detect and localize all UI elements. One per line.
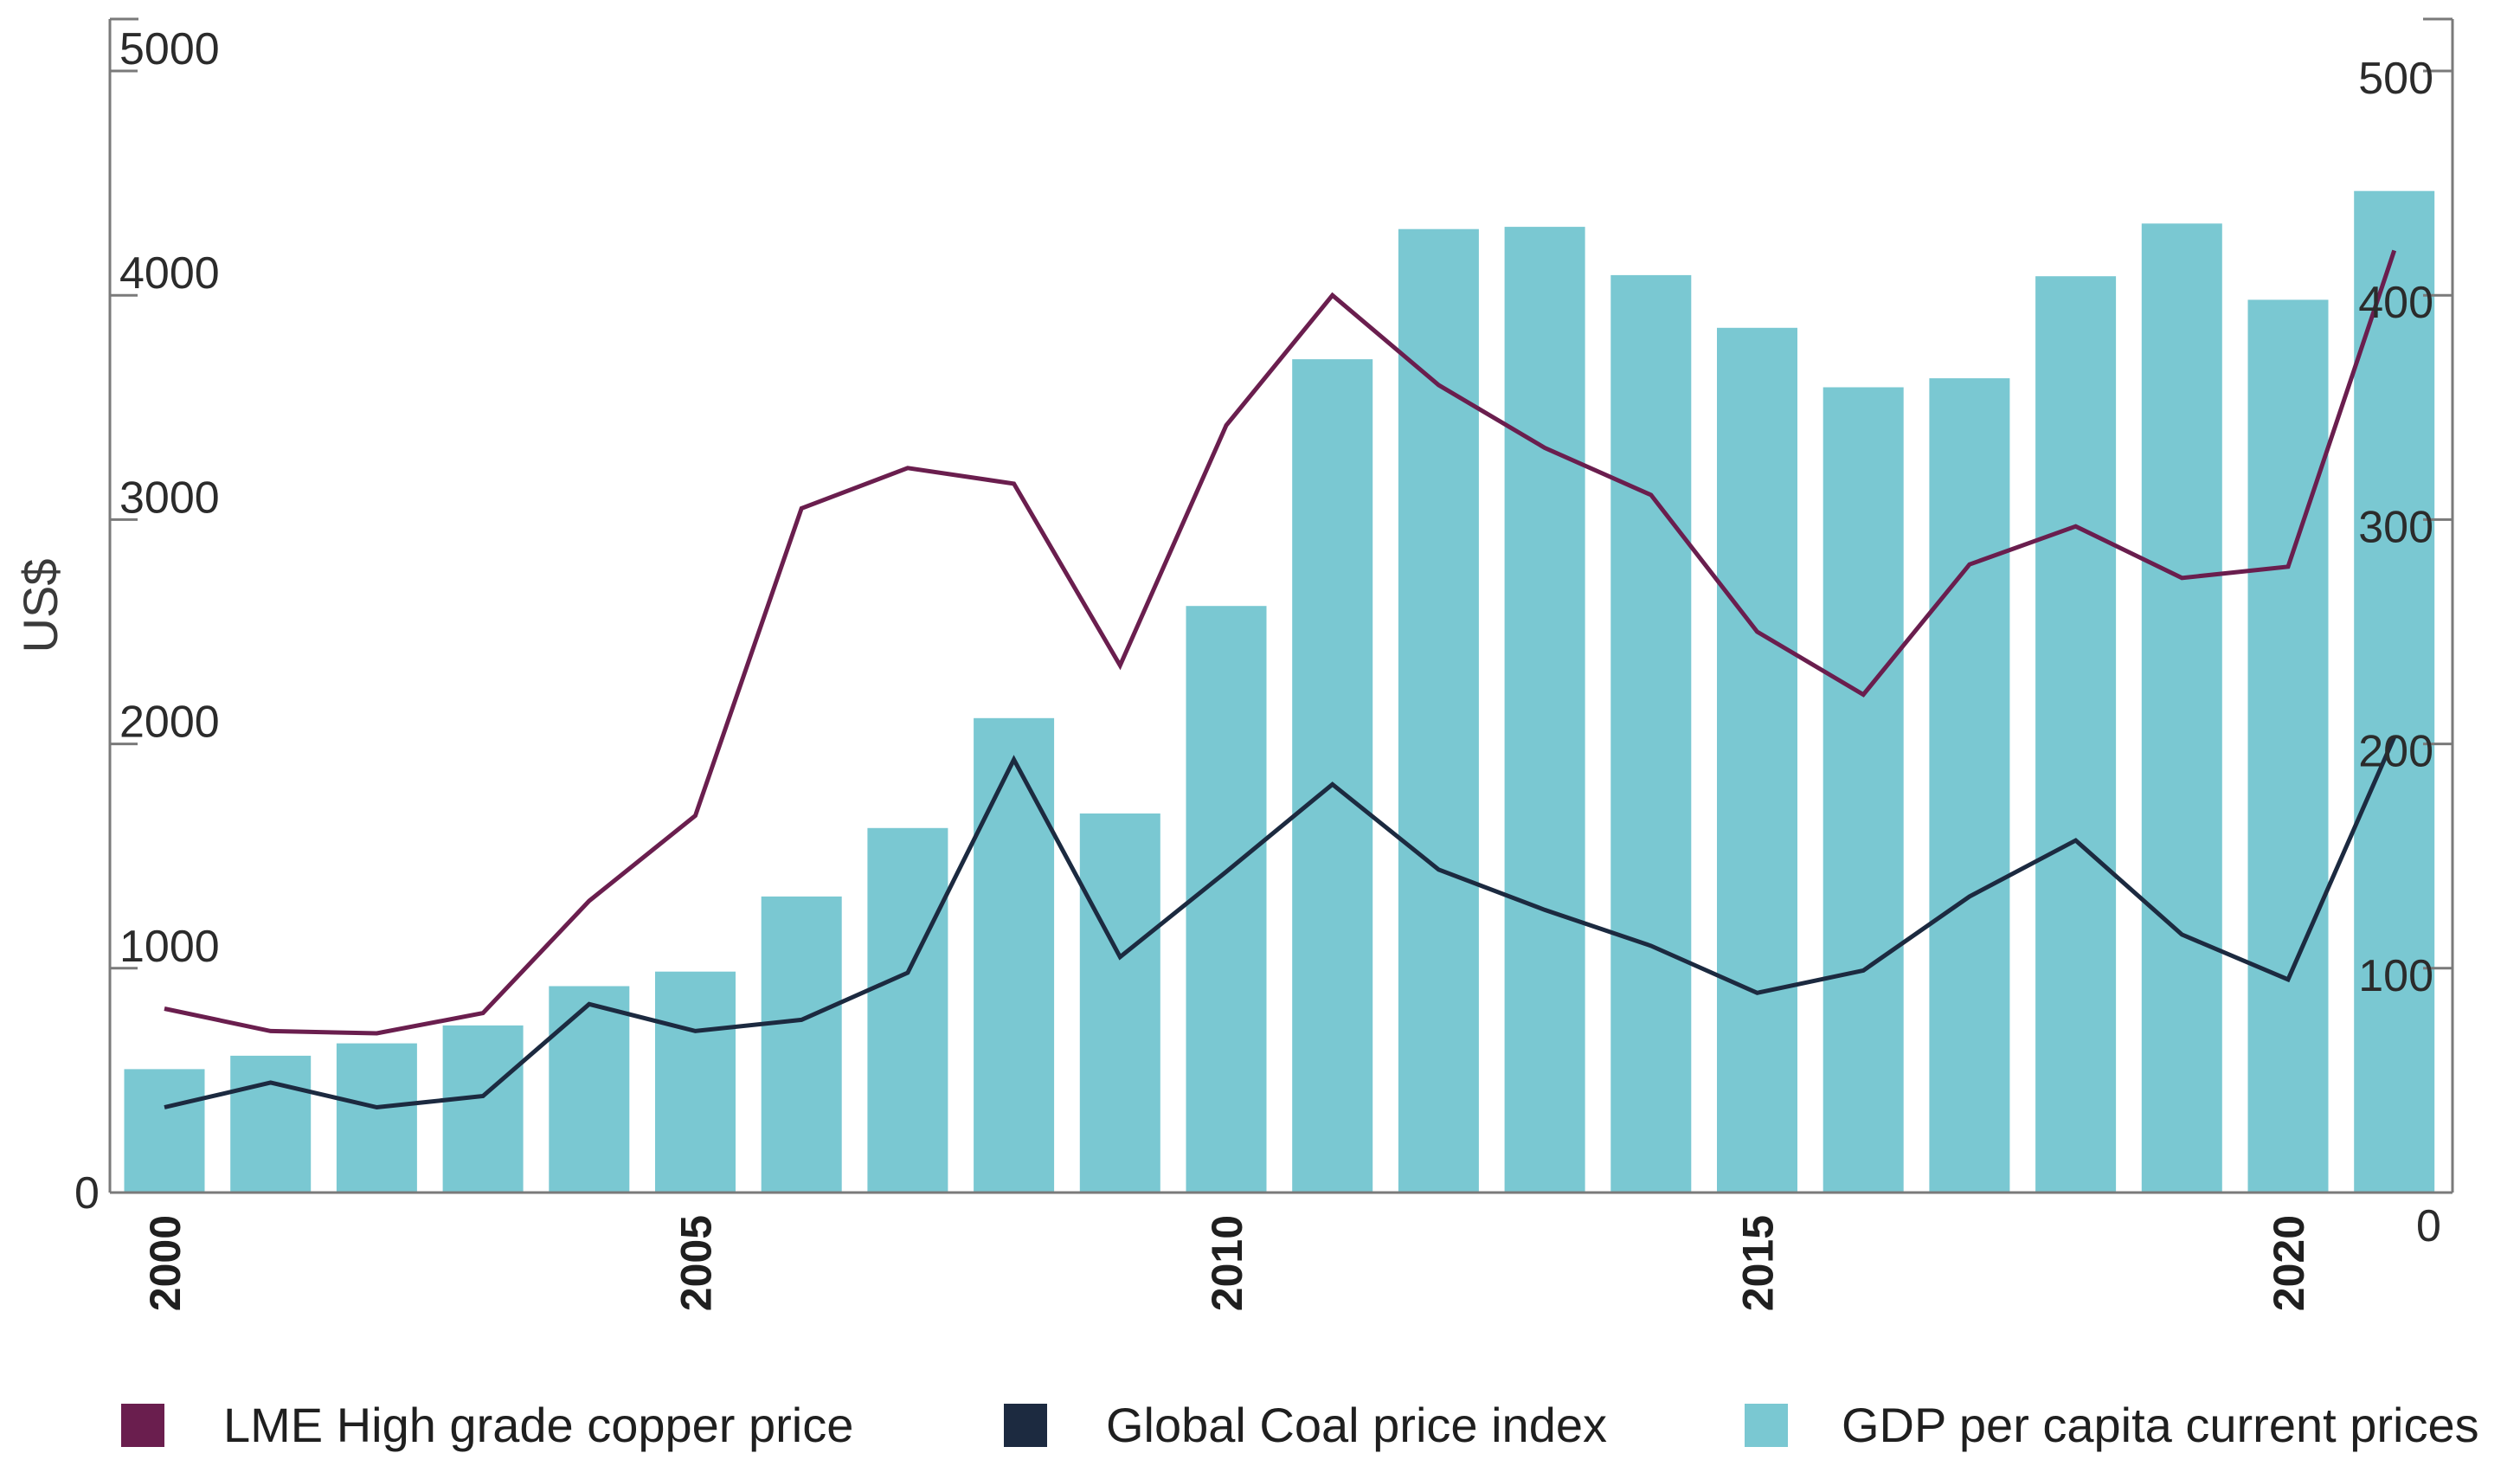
bar-2009 xyxy=(1080,813,1160,1193)
bar-2003 xyxy=(443,1026,524,1193)
right-tick-label-400: 400 xyxy=(2358,278,2433,328)
right-tick-label-200: 200 xyxy=(2358,727,2433,777)
bar-2015 xyxy=(1717,328,1797,1193)
y-axis-title: US$ xyxy=(13,559,68,653)
bar-2012 xyxy=(1398,229,1479,1193)
legend: LME High grade copper price Global Coal p… xyxy=(121,1398,2479,1452)
bar-2019 xyxy=(2142,223,2222,1193)
x-tick-label-2020: 2020 xyxy=(2265,1215,2313,1311)
bar-2010 xyxy=(1186,606,1267,1193)
bar-2004 xyxy=(549,987,629,1193)
legend-swatch-gdp-per-capita-current-prices xyxy=(1745,1404,1788,1447)
right-tick-label-300: 300 xyxy=(2358,502,2433,552)
bar-2006 xyxy=(762,897,842,1193)
x-tick-label-2010: 2010 xyxy=(1203,1215,1251,1311)
right-tick-label-100: 100 xyxy=(2358,951,2433,1001)
left-tick-label-4000: 4000 xyxy=(119,248,220,299)
bar-2021 xyxy=(2354,191,2434,1193)
left-tick-label-0: 0 xyxy=(74,1168,100,1219)
bar-2020 xyxy=(2248,299,2329,1193)
bars-layer xyxy=(125,191,2435,1193)
x-tick-label-2005: 2005 xyxy=(672,1215,721,1311)
x-tick-label-2015: 2015 xyxy=(1734,1215,1783,1311)
legend-swatch-global-coal-price-index xyxy=(1004,1404,1047,1447)
left-tick-label-2000: 2000 xyxy=(119,698,220,748)
bar-2000 xyxy=(125,1069,205,1193)
bar-2005 xyxy=(655,972,736,1193)
right-tick-label-0: 0 xyxy=(2416,1201,2441,1251)
left-tick-label-1000: 1000 xyxy=(119,922,220,972)
legend-label-global-coal-price-index: Global Coal price index xyxy=(1106,1398,1607,1452)
bar-2007 xyxy=(867,828,948,1193)
bar-2011 xyxy=(1292,359,1372,1193)
legend-swatch-lme-high-grade-copper-price xyxy=(121,1404,164,1447)
legend-label-lme-high-grade-copper-price: LME High grade copper price xyxy=(223,1398,853,1452)
x-tick-label-2000: 2000 xyxy=(141,1215,190,1311)
bar-2017 xyxy=(1929,378,2009,1193)
left-tick-label-5000: 5000 xyxy=(119,24,220,74)
right-tick-label-500: 500 xyxy=(2358,54,2433,104)
left-tick-label-3000: 3000 xyxy=(119,473,220,523)
bar-2013 xyxy=(1505,227,1585,1193)
legend-label-gdp-per-capita-current-prices: GDP per capita current prices xyxy=(1842,1398,2479,1452)
bar-2008 xyxy=(974,718,1054,1193)
bar-2016 xyxy=(1823,388,1904,1193)
bar-2001 xyxy=(230,1056,311,1193)
bar-2018 xyxy=(2035,276,2116,1193)
bar-2014 xyxy=(1610,275,1691,1193)
bar-2002 xyxy=(337,1044,417,1193)
